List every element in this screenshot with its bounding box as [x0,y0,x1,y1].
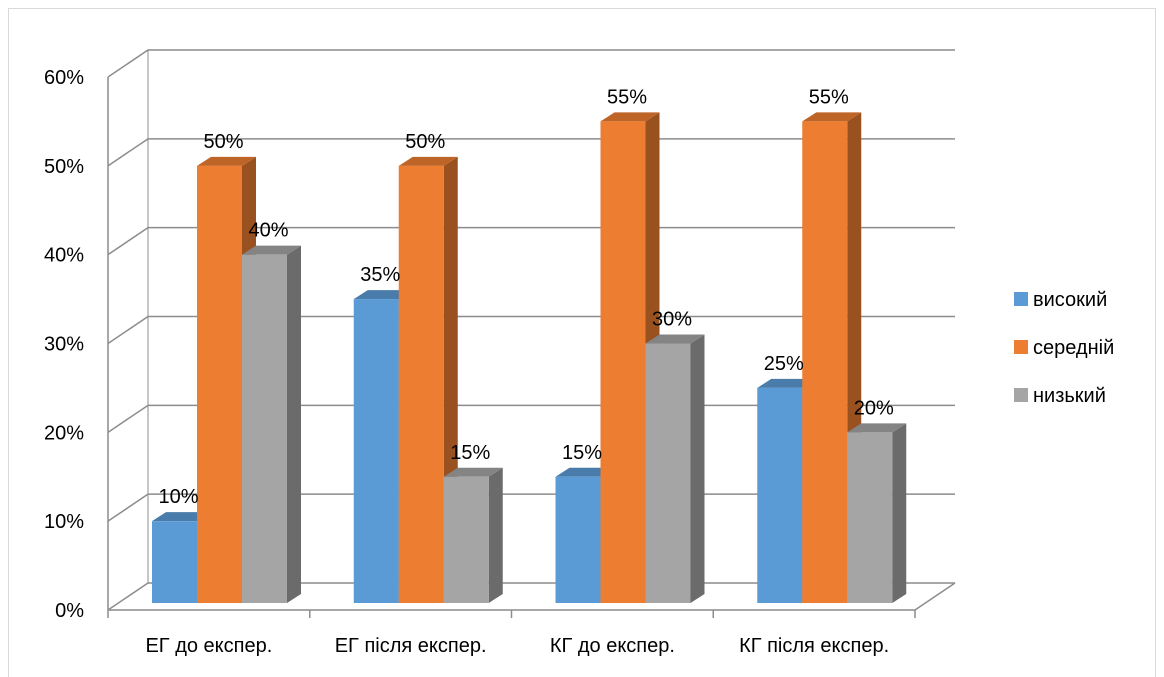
bar-side-face [488,467,503,603]
bar-top-face [443,467,503,477]
bar-top-face [398,156,458,166]
bar-side-face [690,334,705,603]
gridline [107,49,955,78]
data-label: 25% [764,353,804,375]
bar-front-face [242,254,287,603]
legend-swatch [1014,292,1028,306]
y-tick-label: 40% [44,245,84,267]
legend-label: середній [1033,337,1114,359]
y-axis-tick-labels: 0% 10% 20% 30% 40% 50% 60% [44,67,84,622]
x-category-label: ЕГ після експер. [335,635,487,657]
bar [242,245,301,603]
data-label: 15% [562,442,602,464]
bar-top-face [152,512,211,522]
legend: високий середній низький [1014,289,1114,407]
bar-side-face [287,245,301,603]
data-label: 55% [809,86,849,108]
bar-top-face [600,112,660,122]
x-category-label: ЕГ до експер. [145,635,272,657]
data-label: 30% [652,309,692,331]
data-label: 55% [607,86,647,108]
bar [847,423,907,603]
y-tick-label: 10% [44,511,84,533]
bar-top-face [757,378,817,388]
legend-swatch [1014,388,1028,402]
bar-front-face [847,432,893,603]
bars [152,112,907,604]
bar-top-face [353,290,413,300]
bar-front-face [757,387,803,603]
data-label: 50% [405,131,445,153]
x-category-label: КГ після експер. [739,635,889,657]
bar-front-face [152,521,197,603]
data-label: 15% [450,442,490,464]
bar [645,334,705,603]
bar-top-face [645,334,705,344]
gridlines [107,49,956,618]
bar-front-face [600,121,646,604]
y-tick-label: 20% [44,422,84,444]
data-label: 50% [203,131,243,153]
data-label: 10% [158,486,198,508]
bar-side-face [892,423,907,603]
bar-front-face [802,121,848,604]
bar [443,467,503,603]
data-label: 40% [248,220,288,242]
bar-front-face [197,165,242,604]
data-labels: 10% 50% 40% 35% 50% 15% 15% 55% 30% 25% 55% 20% [158,86,893,508]
data-label: 20% [854,397,894,419]
y-tick-label: 0% [55,600,84,622]
legend-swatch [1014,340,1028,354]
bar-front-face [645,343,691,603]
bar-top-face [802,112,862,122]
bar-front-face [398,165,444,604]
chart-frame [8,8,1156,677]
legend-label: низький [1033,385,1106,407]
bar-top-face [242,245,301,255]
bar-top-face [847,423,907,433]
x-category-label: КГ до експер. [550,635,675,657]
y-tick-label: 30% [44,334,84,356]
bar-front-face [353,299,399,603]
bar-top-face [197,156,256,166]
legend-label: високий [1033,289,1107,311]
y-tick-label: 60% [44,67,84,89]
y-tick-label: 50% [44,156,84,178]
data-label: 35% [360,264,400,286]
bar-top-face [555,467,615,477]
bar-front-face [555,476,601,603]
x-axis-category-labels: ЕГ до експер. ЕГ після експер. КГ до експе… [145,635,889,657]
bar-front-face [443,476,489,603]
